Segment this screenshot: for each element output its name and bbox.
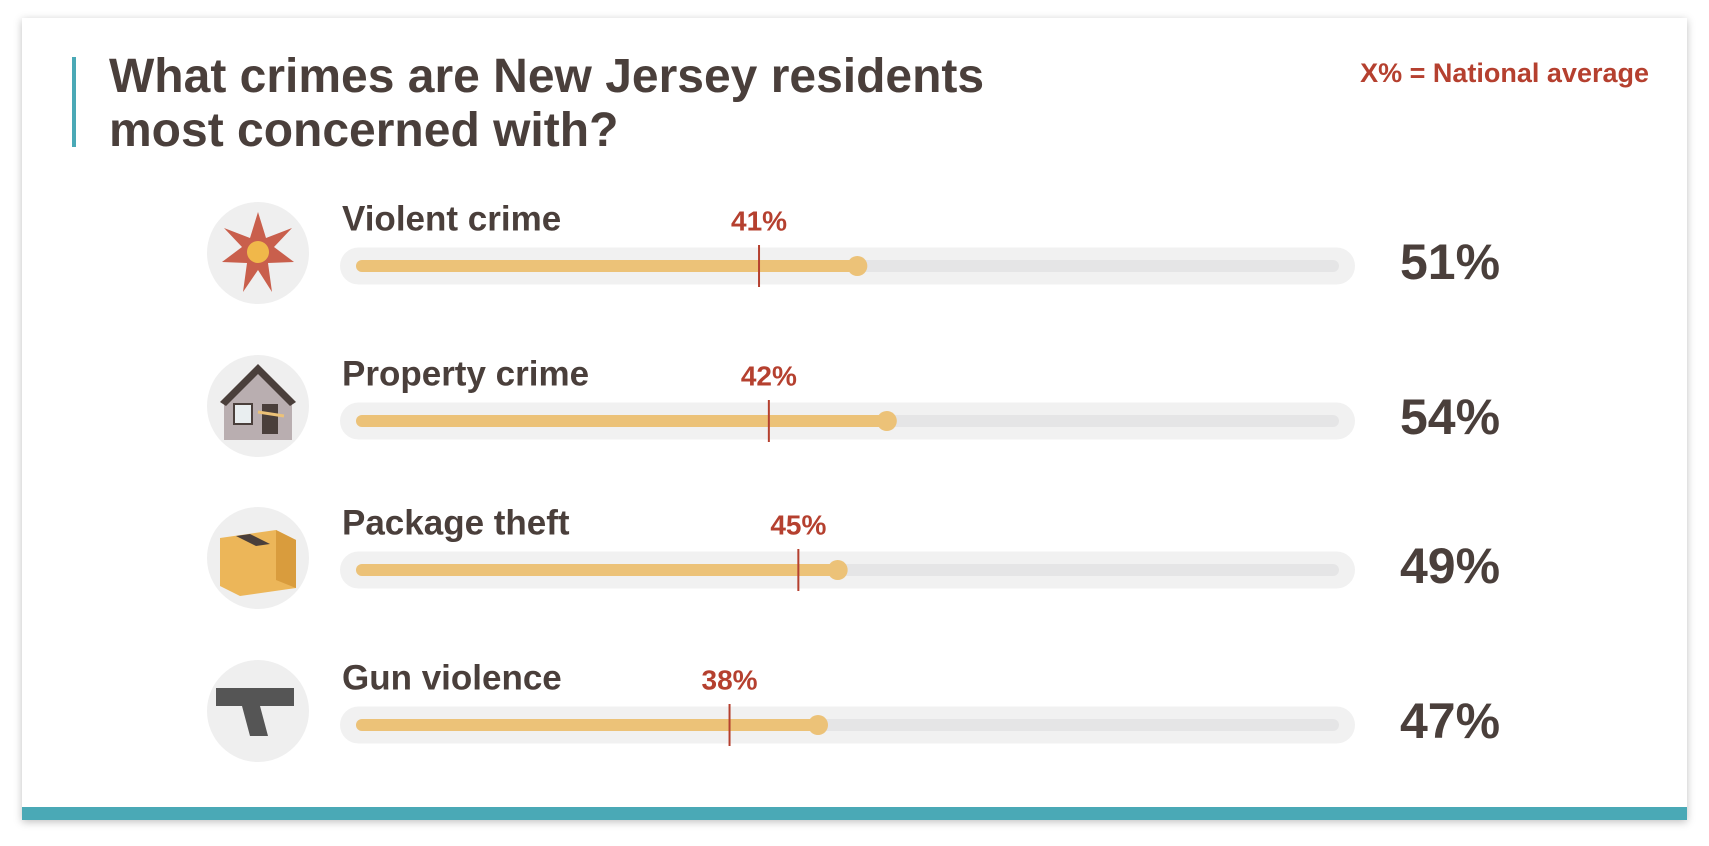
icon-explosion-core [247, 241, 269, 263]
category-label: Gun violence [342, 658, 562, 697]
bar [356, 564, 838, 576]
icon-tape [257, 410, 285, 418]
category-label: Violent crime [342, 199, 561, 238]
national-label: 41% [731, 205, 787, 236]
icon-gun [216, 688, 294, 736]
icon-box-tape [236, 534, 270, 546]
value-label: 54% [1400, 389, 1500, 445]
category-label: Property crime [342, 354, 589, 393]
value-label: 49% [1400, 538, 1500, 594]
bar-end [847, 256, 868, 276]
bar-end [827, 560, 848, 580]
value-label: 47% [1400, 693, 1500, 749]
footer-bar [22, 807, 1687, 820]
category-label: Package theft [342, 503, 570, 542]
national-label: 38% [702, 664, 758, 695]
bar [356, 415, 887, 427]
bar-end [808, 715, 829, 735]
value-label: 51% [1400, 234, 1500, 290]
bar [356, 260, 858, 272]
title-accent [72, 57, 76, 147]
national-label: 42% [741, 360, 797, 391]
bar-end [876, 411, 897, 431]
national-label: 45% [770, 509, 826, 540]
icon-roof [220, 364, 296, 406]
icons [207, 202, 309, 762]
legend: X% = National average [1360, 58, 1649, 88]
icon-box-side [276, 530, 296, 588]
bar [356, 719, 819, 731]
icon-window [233, 403, 253, 425]
chart-title: What crimes are New Jersey residents mos… [109, 50, 985, 157]
icon-door [262, 404, 278, 434]
